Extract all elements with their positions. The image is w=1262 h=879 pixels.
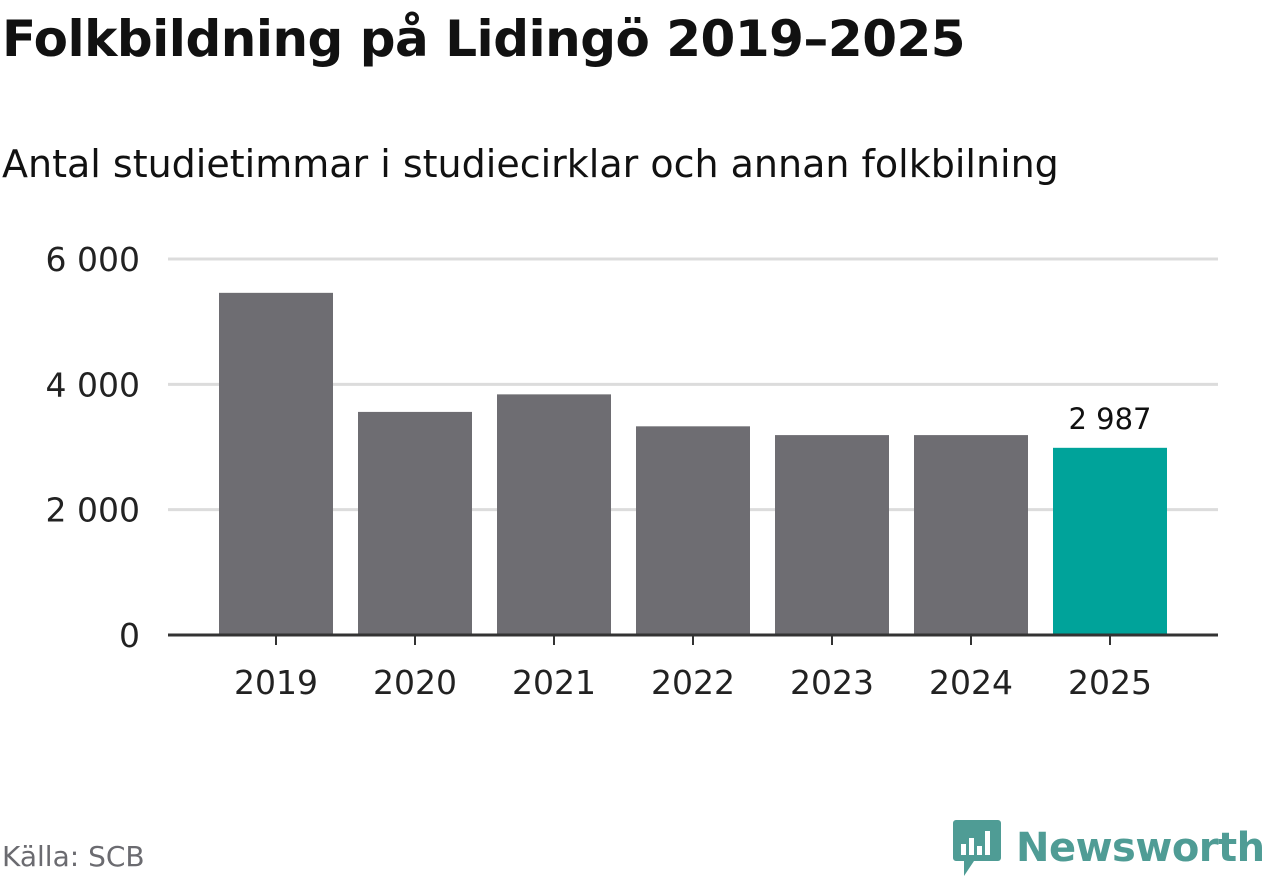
y-tick-label: 4 000 [46,365,140,404]
bar-2019 [219,292,333,635]
y-tick-label: 6 000 [46,240,140,279]
bar-2024 [914,435,1028,635]
bar-2023 [775,435,889,635]
brand-name: Newsworthy [1016,825,1262,871]
bar-2022 [636,426,750,635]
x-tick-label: 2021 [512,663,596,702]
chart-title: Folkbildning på Lidingö 2019–2025 [2,10,966,68]
x-axis-ticks: 2019 2020 2021 2022 2023 2024 2025 [234,635,1152,702]
x-tick-label: 2023 [790,663,874,702]
y-axis-ticks: 0 2 000 4 000 6 000 [46,240,140,655]
x-tick-label: 2025 [1068,663,1152,702]
chart-subtitle: Antal studietimmar i studiecirklar och a… [2,142,1059,186]
bars [219,292,1167,635]
bar-2025 [1053,447,1167,635]
data-label: 2 987 [1068,402,1151,436]
data-labels: 2 987 [1068,402,1151,436]
x-tick-label: 2019 [234,663,318,702]
source-note: Källa: SCB [2,840,145,873]
y-tick-label: 0 [119,616,140,655]
bar-2021 [497,394,611,635]
y-tick-label: 2 000 [46,491,140,530]
bar-2020 [358,411,472,635]
brand-logo: Newsworthy [952,818,1262,878]
x-tick-label: 2020 [373,663,457,702]
newsworthy-logo-icon [953,820,1001,876]
x-tick-label: 2022 [651,663,735,702]
x-tick-label: 2024 [929,663,1013,702]
